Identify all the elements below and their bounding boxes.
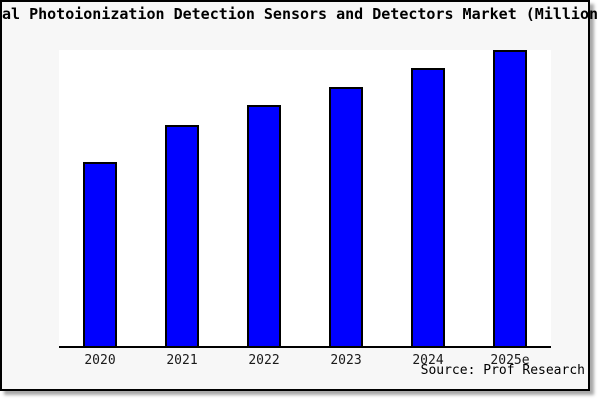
x-tick-label-2025e: 2025e <box>490 353 530 368</box>
bar-2020 <box>83 162 117 348</box>
x-axis-line <box>59 346 551 348</box>
bar-2024 <box>411 68 445 348</box>
bar-2025e <box>493 50 527 348</box>
bar-2023 <box>329 87 363 348</box>
source-note: Source: Prof Research <box>420 363 585 378</box>
x-tick-label-2023: 2023 <box>330 353 362 368</box>
plot-area <box>59 50 551 348</box>
bar-2022 <box>247 105 281 348</box>
chart-title: al Photoionization Detection Sensors and… <box>1 5 599 23</box>
bar-2021 <box>165 125 199 348</box>
x-tick-label-2021: 2021 <box>166 353 198 368</box>
x-tick-label-2022: 2022 <box>248 353 280 368</box>
x-tick-label-2024: 2024 <box>412 353 444 368</box>
x-tick-label-2020: 2020 <box>84 353 116 368</box>
